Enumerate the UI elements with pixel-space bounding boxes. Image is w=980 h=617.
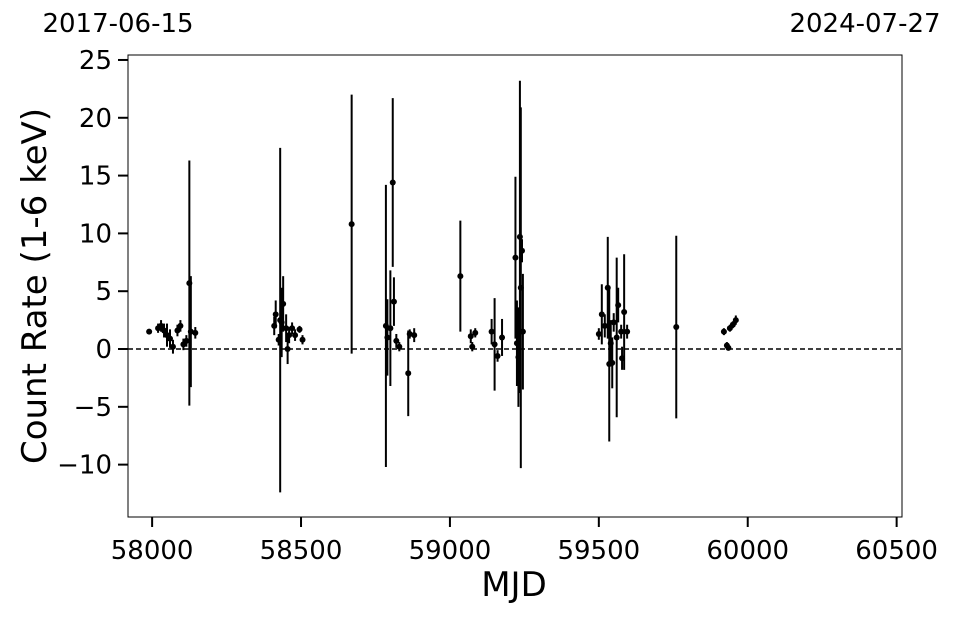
top-tick-label: 2024-07-27 bbox=[789, 9, 940, 39]
y-tick-label: −5 bbox=[74, 393, 112, 423]
data-point bbox=[615, 302, 622, 309]
y-axis-label: Count Rate (1-6 keV) bbox=[15, 108, 55, 464]
y-tick-label: 25 bbox=[79, 46, 112, 76]
data-point bbox=[618, 328, 625, 335]
data-point bbox=[272, 311, 279, 318]
data-point bbox=[467, 333, 474, 340]
data-point bbox=[169, 343, 176, 350]
data-point bbox=[389, 179, 396, 186]
x-tick-label: 59500 bbox=[557, 536, 640, 566]
data-point bbox=[598, 311, 605, 318]
data-point bbox=[613, 334, 620, 341]
data-point bbox=[283, 325, 290, 332]
data-point bbox=[519, 328, 526, 335]
data-point bbox=[177, 322, 184, 329]
data-point bbox=[472, 329, 479, 336]
y-tick-label: 5 bbox=[95, 277, 112, 307]
data-point bbox=[174, 327, 181, 334]
plot-frame bbox=[127, 54, 903, 518]
data-point bbox=[720, 328, 727, 335]
data-point bbox=[411, 332, 418, 339]
data-point bbox=[192, 329, 199, 336]
x-tick-label: 58000 bbox=[111, 536, 194, 566]
data-point bbox=[166, 335, 173, 342]
data-point bbox=[595, 330, 602, 337]
data-point bbox=[725, 344, 732, 351]
data-point bbox=[609, 359, 616, 366]
data-point bbox=[161, 327, 168, 334]
data-point bbox=[146, 328, 153, 335]
x-tick-label: 58500 bbox=[260, 536, 343, 566]
y-tick-label: −10 bbox=[57, 451, 112, 481]
data-point bbox=[488, 328, 495, 335]
x-tick-label: 59000 bbox=[409, 536, 492, 566]
data-point bbox=[518, 247, 525, 254]
data-point bbox=[610, 319, 617, 326]
data-point bbox=[183, 337, 190, 344]
data-point bbox=[158, 322, 165, 329]
y-tick-label: 10 bbox=[79, 219, 112, 249]
data-point bbox=[284, 346, 291, 353]
data-point bbox=[393, 337, 400, 344]
y-tick-label: 0 bbox=[95, 335, 112, 365]
data-point bbox=[348, 221, 355, 228]
data-point bbox=[469, 343, 476, 350]
data-point bbox=[289, 325, 296, 332]
data-point bbox=[390, 298, 397, 305]
data-point bbox=[280, 300, 287, 307]
data-point bbox=[384, 334, 391, 341]
data-point bbox=[624, 328, 631, 335]
data-point bbox=[296, 326, 303, 333]
data-point bbox=[387, 325, 394, 332]
data-point bbox=[299, 336, 306, 343]
data-point bbox=[621, 309, 628, 316]
data-point bbox=[292, 332, 299, 339]
data-point bbox=[405, 370, 412, 377]
y-tick-label: 15 bbox=[79, 162, 112, 192]
data-point bbox=[601, 322, 608, 329]
data-point bbox=[286, 332, 293, 339]
data-point bbox=[729, 321, 736, 328]
data-point bbox=[494, 352, 501, 359]
x-axis-label: MJD bbox=[481, 565, 547, 605]
data-point bbox=[732, 317, 739, 324]
data-point bbox=[499, 334, 506, 341]
x-tick-label: 60000 bbox=[706, 536, 789, 566]
data-point bbox=[457, 273, 464, 280]
data-point bbox=[491, 341, 498, 348]
data-point bbox=[512, 254, 519, 261]
top-tick-label: 2017-06-15 bbox=[42, 9, 193, 39]
x-tick-label: 60500 bbox=[855, 536, 938, 566]
data-point bbox=[396, 343, 403, 350]
y-tick-label: 20 bbox=[79, 104, 112, 134]
data-point bbox=[673, 324, 680, 331]
